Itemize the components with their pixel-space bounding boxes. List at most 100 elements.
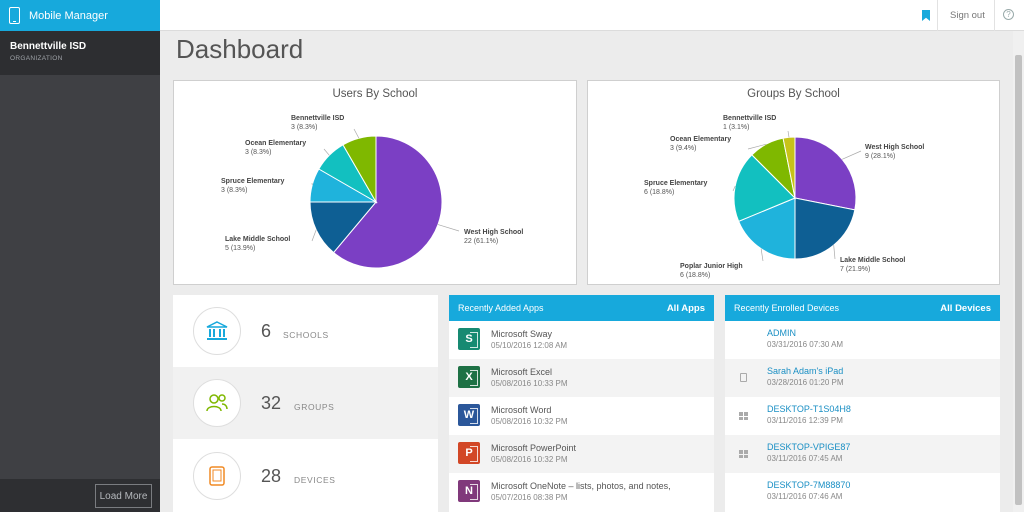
device-row[interactable]: DESKTOP-7M88870 03/11/2016 07:46 AM <box>725 473 1000 511</box>
pie-slice-label: Ocean Elementary <box>245 140 306 147</box>
bookmark-icon[interactable] <box>922 10 930 21</box>
device-date: 03/11/2016 12:39 PM <box>767 416 843 425</box>
pie-leader-line <box>842 150 862 160</box>
windows-icon <box>739 450 748 458</box>
mobile-phone-icon <box>9 7 20 24</box>
groups-people-icon <box>193 379 241 427</box>
device-date: 03/28/2016 01:20 PM <box>767 378 844 387</box>
apps-panel-header: Recently Added Apps All Apps <box>449 295 714 321</box>
devices-panel-title: Recently Enrolled Devices <box>734 303 840 313</box>
app-header: Mobile Manager <box>0 0 160 31</box>
device-date: 03/31/2016 07:30 AM <box>767 340 844 349</box>
organization-label: ORGANIZATION <box>10 55 63 62</box>
stat-schools[interactable]: 6 SCHOOLS <box>173 295 438 367</box>
devices-count: 28 <box>261 466 282 486</box>
tablet-icon <box>740 373 747 382</box>
pie-leader-line <box>437 224 460 232</box>
pie-slice-value: 9 (28.1%) <box>865 153 895 160</box>
app-name: Microsoft PowerPoint <box>491 443 577 453</box>
organization-selector[interactable]: Bennettville ISD ORGANIZATION <box>0 31 160 75</box>
scrollbar[interactable] <box>1013 31 1024 512</box>
sway-app-icon: S <box>458 328 480 350</box>
sign-out-link[interactable]: Sign out <box>950 10 985 21</box>
device-date: 03/11/2016 07:45 AM <box>767 454 843 463</box>
devices-label: DEVICES <box>294 475 336 485</box>
pie-leader-line <box>747 143 767 150</box>
device-row[interactable]: DESKTOP-T1S04H8 03/11/2016 12:39 PM <box>725 397 1000 435</box>
device-name[interactable]: DESKTOP-7M88870 <box>767 480 851 490</box>
sidebar-footer: Load More <box>0 479 160 512</box>
device-row[interactable]: Sarah Adam's iPad 03/28/2016 01:20 PM <box>725 359 1000 397</box>
devices-panel-header: Recently Enrolled Devices All Devices <box>725 295 1000 321</box>
pie-slice-label: West High School <box>865 144 924 151</box>
app-title: Mobile Manager <box>29 9 108 22</box>
pie-slice[interactable] <box>794 136 857 211</box>
stat-groups[interactable]: 32 GROUPS <box>173 367 438 439</box>
device-row[interactable]: ADMIN 03/31/2016 07:30 AM <box>725 321 1000 359</box>
pie-leader-line <box>833 245 836 260</box>
app-row[interactable]: P Microsoft PowerPoint 05/08/2016 10:32 … <box>449 435 714 473</box>
app-row[interactable]: X Microsoft Excel 05/08/2016 10:33 PM <box>449 359 714 397</box>
tablet-device-icon <box>193 452 241 500</box>
pie-leader-line <box>311 229 317 242</box>
app-row[interactable]: W Microsoft Word 05/08/2016 10:32 PM <box>449 397 714 435</box>
page-title: Dashboard <box>176 34 304 64</box>
pie-slice-label: Spruce Elementary <box>644 180 708 187</box>
groups-count: 32 <box>261 393 282 413</box>
app-name: Microsoft OneNote – lists, photos, and n… <box>491 481 671 491</box>
app-row[interactable]: N Microsoft OneNote – lists, photos, and… <box>449 473 714 511</box>
app-date: 05/07/2016 08:38 PM <box>491 493 568 502</box>
app-date: 05/10/2016 12:08 AM <box>491 341 568 350</box>
all-devices-link[interactable]: All Devices <box>940 302 991 314</box>
device-name[interactable]: DESKTOP-VPIGE87 <box>767 442 851 452</box>
load-more-button[interactable]: Load More <box>95 484 152 508</box>
pie-slice-label: Ocean Elementary <box>670 136 731 143</box>
pie-slice-value: 5 (13.9%) <box>225 245 255 252</box>
app-date: 05/08/2016 10:32 PM <box>491 417 568 426</box>
stat-devices[interactable]: 28 DEVICES <box>173 440 438 512</box>
divider <box>994 0 995 31</box>
scrollbar-thumb[interactable] <box>1015 55 1022 505</box>
schools-count: 6 <box>261 321 272 341</box>
device-name[interactable]: ADMIN <box>767 328 796 338</box>
pie-slice-label: West High School <box>464 229 523 236</box>
app-name: Microsoft Excel <box>491 367 553 377</box>
pie-slice-label: Poplar Junior High <box>680 263 743 270</box>
help-icon[interactable]: ? <box>1003 9 1014 20</box>
pie-slice-value: 6 (18.8%) <box>644 189 674 196</box>
school-building-icon <box>193 307 241 355</box>
pie-slice-value: 22 (61.1%) <box>464 238 498 245</box>
device-name[interactable]: Sarah Adam's iPad <box>767 366 844 376</box>
app-name: Microsoft Sway <box>491 329 553 339</box>
all-apps-link[interactable]: All Apps <box>666 302 705 314</box>
pie-slice[interactable] <box>309 201 378 254</box>
pie-slice[interactable] <box>794 197 856 260</box>
top-bar: Sign out ? <box>160 0 1024 31</box>
recently-enrolled-devices-panel: Recently Enrolled Devices All Devices AD… <box>725 295 1000 512</box>
pie-slice-label: Lake Middle School <box>225 236 290 243</box>
app-date: 05/08/2016 10:32 PM <box>491 455 568 464</box>
word-app-icon: W <box>458 404 480 426</box>
users-by-school-card: Users By School West High School 22 (61.1… <box>173 80 577 285</box>
sidebar: Mobile Manager Bennettville ISD ORGANIZA… <box>0 0 160 512</box>
pie-slice-value: 6 (18.8%) <box>680 272 710 279</box>
powerpoint-app-icon: P <box>458 442 480 464</box>
pie-slice-value: 7 (21.9%) <box>840 266 870 273</box>
users-by-school-pie-chart: West High School 22 (61.1%) Lake Middle Sc… <box>221 115 523 269</box>
pie-slice-value: 3 (8.3%) <box>221 187 247 194</box>
apps-panel-title: Recently Added Apps <box>458 303 544 313</box>
pie-slice-value: 3 (8.3%) <box>245 149 271 156</box>
groups-by-school-pie-chart: West High School 9 (28.1%) Lake Middle Sch… <box>644 115 924 279</box>
recently-added-apps-panel: Recently Added Apps All Apps S Microsoft… <box>449 295 714 512</box>
pie-slice[interactable] <box>332 135 443 269</box>
device-row[interactable]: DESKTOP-VPIGE87 03/11/2016 07:45 AM <box>725 435 1000 473</box>
app-date: 05/08/2016 10:33 PM <box>491 379 568 388</box>
schools-label: SCHOOLS <box>283 330 329 340</box>
organization-name: Bennettville ISD <box>10 41 87 52</box>
device-name[interactable]: DESKTOP-T1S04H8 <box>767 404 851 414</box>
pie-leader-line <box>760 248 764 262</box>
groups-by-school-card: Groups By School West High School 9 (28.1… <box>587 80 1000 285</box>
pie-slice-label: Bennettville ISD <box>723 115 776 122</box>
pie-slice-label: Lake Middle School <box>840 257 905 264</box>
app-row[interactable]: S Microsoft Sway 05/10/2016 12:08 AM <box>449 321 714 359</box>
